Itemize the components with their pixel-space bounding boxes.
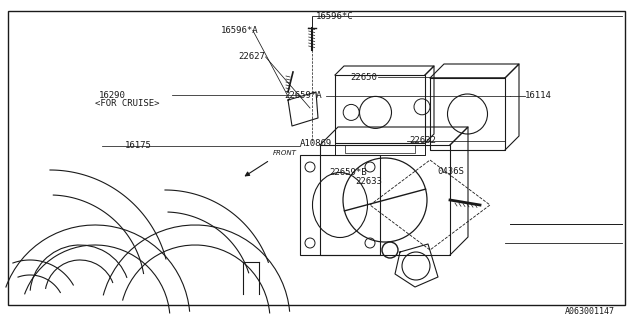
Text: A063001147: A063001147 [564, 308, 614, 316]
Text: 16290: 16290 [99, 91, 126, 100]
Text: 16114: 16114 [525, 92, 552, 100]
Text: 22633: 22633 [355, 177, 382, 186]
Text: 22659*B: 22659*B [330, 168, 367, 177]
Text: FRONT: FRONT [273, 150, 297, 156]
Text: 22659*A: 22659*A [285, 92, 323, 100]
Text: 0436S: 0436S [437, 167, 464, 176]
Text: 22627: 22627 [238, 52, 265, 61]
Bar [300, 155, 380, 255]
Text: 22632: 22632 [410, 136, 436, 145]
Text: <FOR CRUISE>: <FOR CRUISE> [95, 99, 159, 108]
Text: 22650: 22650 [351, 73, 378, 82]
Text: 16175: 16175 [125, 141, 152, 150]
Text: A10869: A10869 [300, 140, 332, 148]
Text: 16596*C: 16596*C [316, 12, 353, 21]
Text: 16596*A: 16596*A [221, 26, 259, 35]
